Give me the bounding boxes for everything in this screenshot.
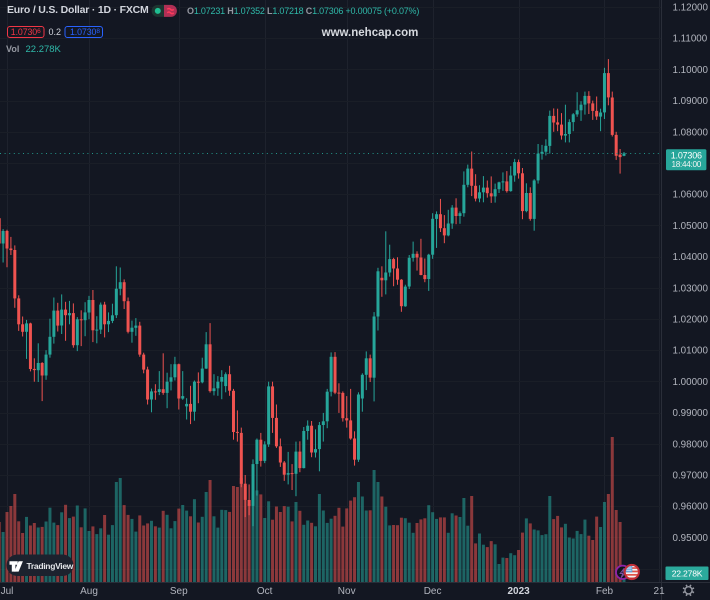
svg-text:1.04000: 1.04000 bbox=[673, 252, 709, 263]
svg-text:1.09000: 1.09000 bbox=[673, 96, 709, 107]
svg-text:1.11000: 1.11000 bbox=[673, 34, 708, 45]
svg-text:Dec: Dec bbox=[424, 586, 442, 597]
svg-text:1.07306: 1.07306 bbox=[671, 151, 702, 161]
svg-text:1.02000: 1.02000 bbox=[673, 315, 709, 326]
svg-text:1.07308: 1.07308 bbox=[70, 27, 100, 37]
svg-text:1.01000: 1.01000 bbox=[673, 346, 709, 357]
svg-text:22.278K: 22.278K bbox=[672, 569, 703, 579]
svg-text:Vol: Vol bbox=[6, 44, 19, 54]
svg-text:1.10000: 1.10000 bbox=[673, 65, 709, 76]
svg-text:Feb: Feb bbox=[596, 586, 614, 597]
svg-text:Nov: Nov bbox=[338, 586, 356, 597]
svg-text:Sep: Sep bbox=[170, 586, 188, 597]
svg-text:0.98000: 0.98000 bbox=[673, 439, 709, 450]
svg-text:Euro / U.S. Dollar · 1D · FXCM: Euro / U.S. Dollar · 1D · FXCM bbox=[7, 4, 149, 16]
svg-text:1.00000: 1.00000 bbox=[673, 377, 709, 388]
svg-text:1.05000: 1.05000 bbox=[673, 221, 709, 232]
svg-text:1.12000: 1.12000 bbox=[673, 3, 709, 14]
svg-text:2023: 2023 bbox=[507, 586, 530, 597]
svg-text:21: 21 bbox=[654, 586, 666, 597]
svg-text:0.2: 0.2 bbox=[49, 27, 62, 37]
svg-text:1.08000: 1.08000 bbox=[673, 127, 709, 138]
svg-text:Aug: Aug bbox=[80, 586, 98, 597]
svg-text:www.nehcap.com: www.nehcap.com bbox=[321, 27, 419, 39]
svg-text:0.97000: 0.97000 bbox=[673, 471, 709, 482]
svg-text:1.06000: 1.06000 bbox=[673, 190, 709, 201]
svg-text:1.03000: 1.03000 bbox=[673, 283, 709, 294]
svg-text:0.95000: 0.95000 bbox=[673, 533, 709, 544]
svg-text:Jul: Jul bbox=[1, 586, 14, 597]
svg-text:22.278K: 22.278K bbox=[26, 44, 62, 55]
svg-text:TradingView: TradingView bbox=[27, 561, 74, 571]
svg-text:0.99000: 0.99000 bbox=[673, 408, 709, 419]
svg-text:18:44:00: 18:44:00 bbox=[672, 160, 702, 169]
svg-text:1.07306: 1.07306 bbox=[11, 27, 41, 37]
svg-text:0.96000: 0.96000 bbox=[673, 502, 709, 513]
svg-text:O1.07231 H1.07352 L1.07218 C1.: O1.07231 H1.07352 L1.07218 C1.07306 +0.0… bbox=[187, 6, 419, 16]
svg-text:Oct: Oct bbox=[257, 586, 273, 597]
